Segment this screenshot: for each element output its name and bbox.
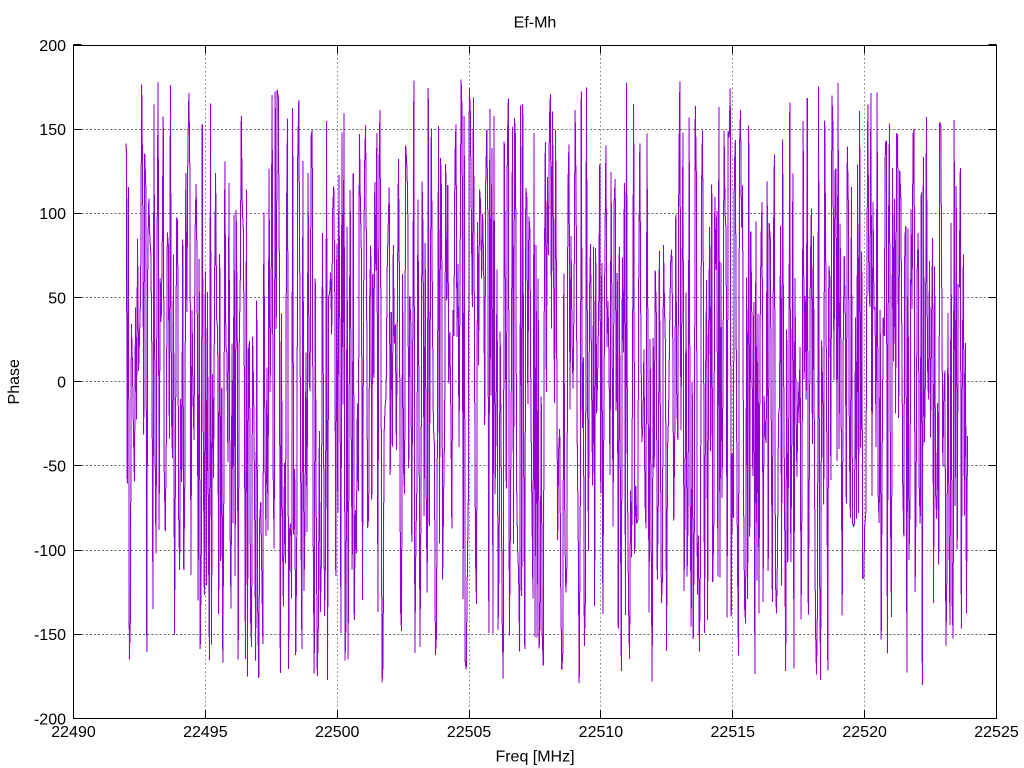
svg-text:22490: 22490	[51, 724, 96, 741]
svg-text:22495: 22495	[183, 724, 228, 741]
svg-text:-100: -100	[34, 543, 66, 560]
svg-text:22525: 22525	[974, 724, 1019, 741]
svg-text:-150: -150	[34, 627, 66, 644]
svg-text:150: 150	[39, 122, 66, 139]
svg-text:Freq [MHz]: Freq [MHz]	[495, 749, 574, 766]
svg-text:100: 100	[39, 206, 66, 223]
svg-text:22515: 22515	[711, 724, 756, 741]
svg-text:-200: -200	[34, 711, 66, 728]
svg-text:22510: 22510	[579, 724, 624, 741]
svg-text:-50: -50	[43, 459, 66, 476]
svg-text:Ef-Mh: Ef-Mh	[514, 14, 557, 31]
svg-text:200: 200	[39, 38, 66, 55]
svg-text:Phase: Phase	[6, 359, 23, 404]
svg-text:0: 0	[57, 375, 66, 392]
svg-text:22520: 22520	[842, 724, 887, 741]
svg-text:22500: 22500	[315, 724, 360, 741]
svg-text:22505: 22505	[447, 724, 492, 741]
svg-text:50: 50	[48, 290, 66, 307]
